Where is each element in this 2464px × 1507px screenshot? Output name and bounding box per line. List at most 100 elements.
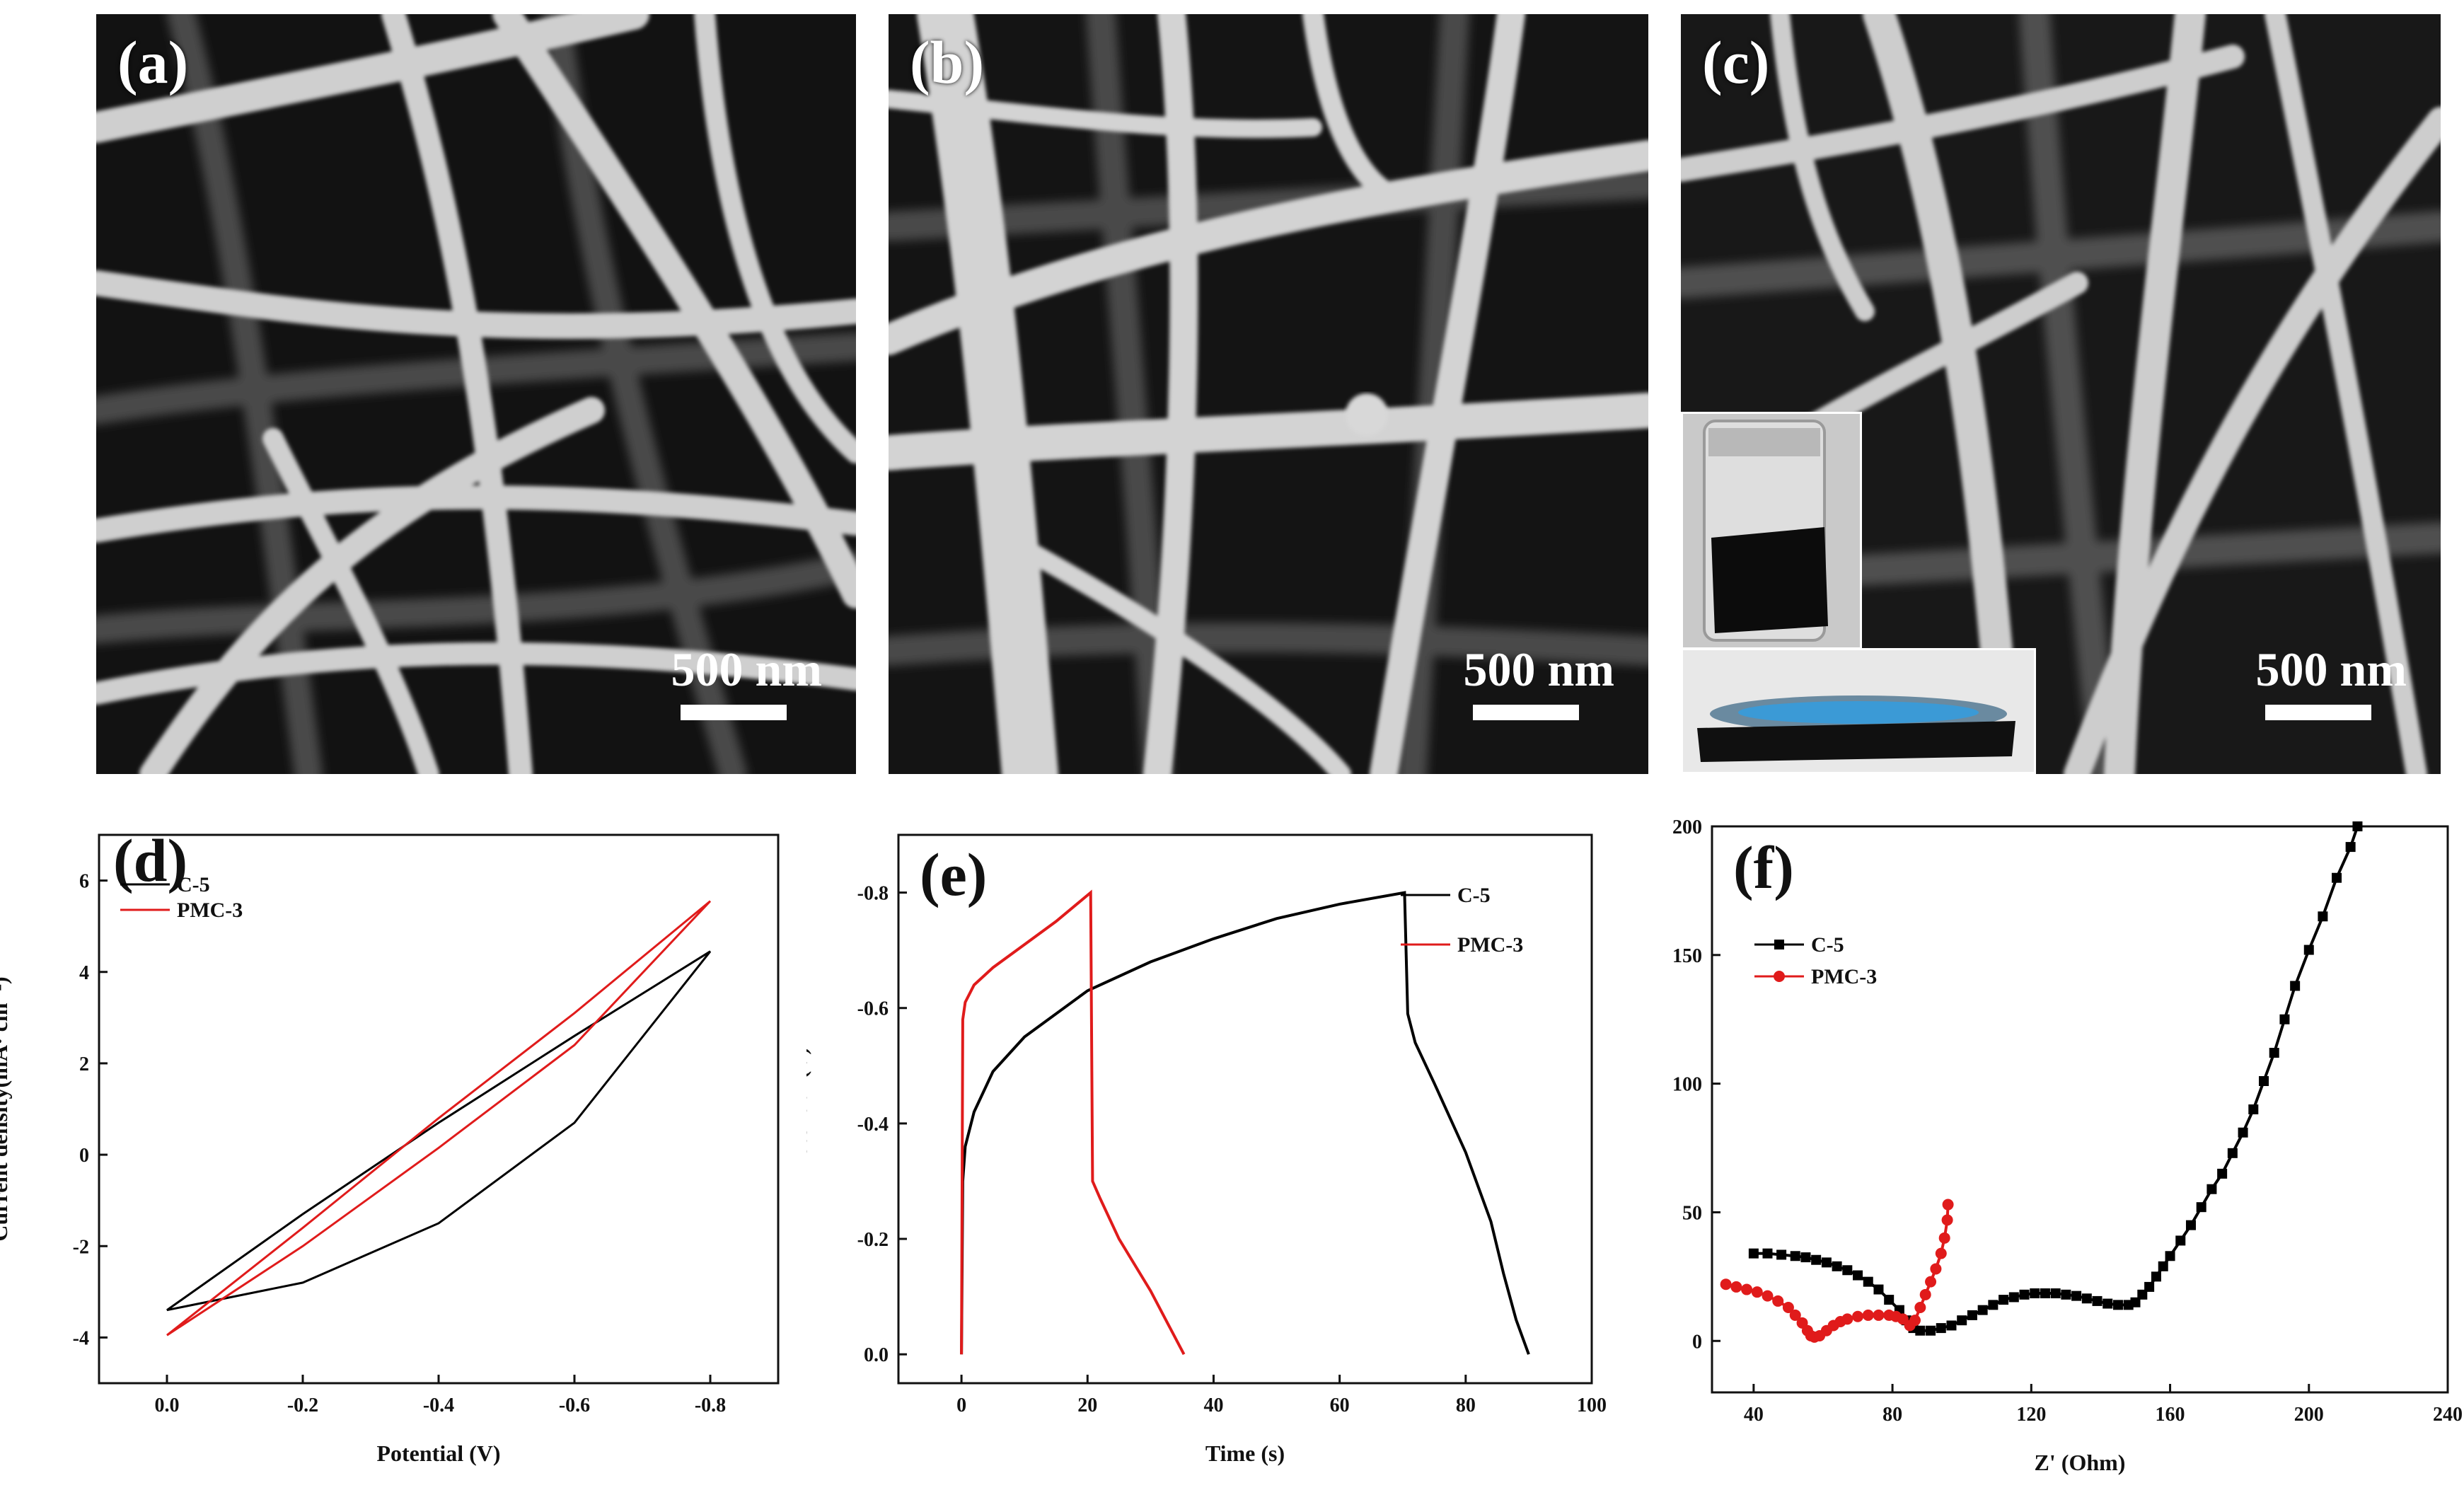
scale-bar-b	[1473, 705, 1579, 720]
scale-bar-label-c: 500 nm	[2255, 642, 2407, 696]
data-point	[2092, 1295, 2103, 1306]
legend-label: PMC-3	[1457, 933, 1523, 957]
y-tick-label: 4	[79, 962, 89, 984]
x-tick-label: 0.0	[155, 1395, 180, 1416]
data-point	[1720, 1278, 1732, 1291]
data-point	[2137, 1289, 2148, 1300]
data-point	[2206, 1184, 2217, 1194]
legend-label: C-5	[1811, 933, 1844, 957]
data-point	[1776, 1249, 1787, 1260]
y-tick-label: 0	[1692, 1331, 1702, 1353]
data-point	[2165, 1251, 2175, 1261]
plot-frame	[897, 833, 1593, 1385]
panel-label: (f)	[1733, 833, 1794, 901]
data-point	[2040, 1288, 2050, 1298]
cv-chart-svg: 0.0 -0.2 -0.4 -0.6 -0.8 -4 -2 0 2 4 6 Potential (V)…	[0, 826, 780, 1466]
data-point	[1925, 1276, 1937, 1288]
series-c-5	[166, 950, 712, 1312]
data-point	[2303, 945, 2314, 955]
sem-panel-b: (b) 500 nm	[889, 14, 1648, 774]
inset-photo-vial	[1681, 412, 1862, 649]
series-line	[960, 889, 1186, 1356]
data-point	[2318, 911, 2328, 922]
data-point	[1919, 1288, 1931, 1300]
data-point	[1772, 1295, 1784, 1307]
chart-e: 0 20 40 60 80 100 0.0 -0.2 -0.4 -0.6 -0.8 Time (s) P…	[806, 807, 1627, 1507]
legend-label: PMC-3	[177, 899, 243, 922]
series-pmc-3	[1720, 1199, 1954, 1343]
series-pmc-3	[960, 889, 1186, 1356]
data-point	[1862, 1309, 1874, 1321]
data-point	[2008, 1292, 2019, 1303]
y-axis-title: Current density(mA· cm⁻²)	[0, 976, 12, 1241]
x-axis-title: Potential (V)	[376, 1440, 500, 1466]
data-point	[2144, 1281, 2155, 1292]
scale-bar-label-a: 500 nm	[671, 642, 822, 696]
y-tick-label: 50	[1682, 1202, 1702, 1224]
data-point	[1914, 1302, 1926, 1313]
data-point	[2050, 1288, 2061, 1298]
sem-panel-c: (c) 500 nm	[1681, 14, 2441, 774]
data-point	[2151, 1271, 2161, 1282]
legend-label: C-5	[177, 873, 210, 896]
panel-label-c: (c)	[1702, 28, 1770, 96]
series-line	[960, 891, 1530, 1355]
data-point	[1967, 1310, 1977, 1320]
data-point	[1852, 1310, 1864, 1322]
x-tick-label: -0.6	[559, 1395, 590, 1416]
x-tick-label: -0.2	[287, 1395, 318, 1416]
data-point	[2030, 1288, 2040, 1298]
data-point	[2071, 1291, 2082, 1301]
data-point	[1741, 1283, 1753, 1295]
data-point	[2130, 1297, 2141, 1307]
data-point	[1936, 1323, 1946, 1334]
data-point	[1748, 1248, 1759, 1259]
gcd-chart-svg: 0 20 40 60 80 100 0.0 -0.2 -0.4 -0.6 -0.8 Time (s) P…	[806, 833, 1607, 1466]
x-tick-label: 60	[1330, 1395, 1350, 1416]
x-tick-label: 40	[1744, 1404, 1764, 1426]
y-tick-label: -0.2	[857, 1229, 889, 1251]
data-point	[1884, 1295, 1895, 1305]
data-point	[2103, 1298, 2113, 1309]
x-tick-label: 40	[1203, 1395, 1223, 1416]
y-tick-label: 0.0	[864, 1344, 889, 1366]
y-axis-title: Potential (V)	[806, 1047, 811, 1171]
panel-label-b: (b)	[910, 28, 985, 96]
data-point	[1789, 1309, 1801, 1321]
scale-bar-c	[2265, 705, 2371, 720]
data-point	[1842, 1265, 1853, 1276]
y-tick-label: -0.4	[857, 1114, 889, 1136]
data-point	[1909, 1315, 1921, 1327]
data-point	[2175, 1235, 2186, 1246]
data-point	[2185, 1220, 2196, 1230]
data-point	[1751, 1286, 1763, 1298]
y-tick-label: -4	[73, 1327, 89, 1349]
data-point	[1977, 1305, 1988, 1315]
fiber-image-b	[889, 14, 1648, 774]
data-point	[1942, 1199, 1954, 1211]
data-point	[1926, 1325, 1936, 1336]
x-tick-label: 120	[2016, 1404, 2046, 1426]
data-point	[2158, 1261, 2168, 1271]
data-point	[1941, 1214, 1953, 1226]
x-axis-title: Time (s)	[1205, 1440, 1285, 1466]
data-point	[2238, 1127, 2248, 1138]
data-point	[1782, 1302, 1794, 1313]
x-tick-label: 100	[1577, 1395, 1607, 1416]
scale-bar-a	[681, 705, 787, 720]
legend-label: PMC-3	[1811, 965, 1877, 988]
scale-bar-label-b: 500 nm	[1463, 642, 1614, 696]
vial-image	[1683, 414, 1860, 647]
data-point	[2352, 821, 2363, 831]
data-point	[1853, 1270, 1863, 1281]
y-tick-label: 150	[1672, 945, 1702, 967]
y-tick-label: 2	[79, 1053, 89, 1075]
data-point	[2345, 842, 2356, 853]
data-point	[2061, 1289, 2071, 1300]
x-tick-label: 0	[956, 1395, 966, 1416]
panel-label: (d)	[113, 826, 187, 894]
x-tick-label: 80	[1882, 1404, 1902, 1426]
y-tick-label: 0	[79, 1145, 89, 1167]
data-point	[1873, 1284, 1884, 1295]
